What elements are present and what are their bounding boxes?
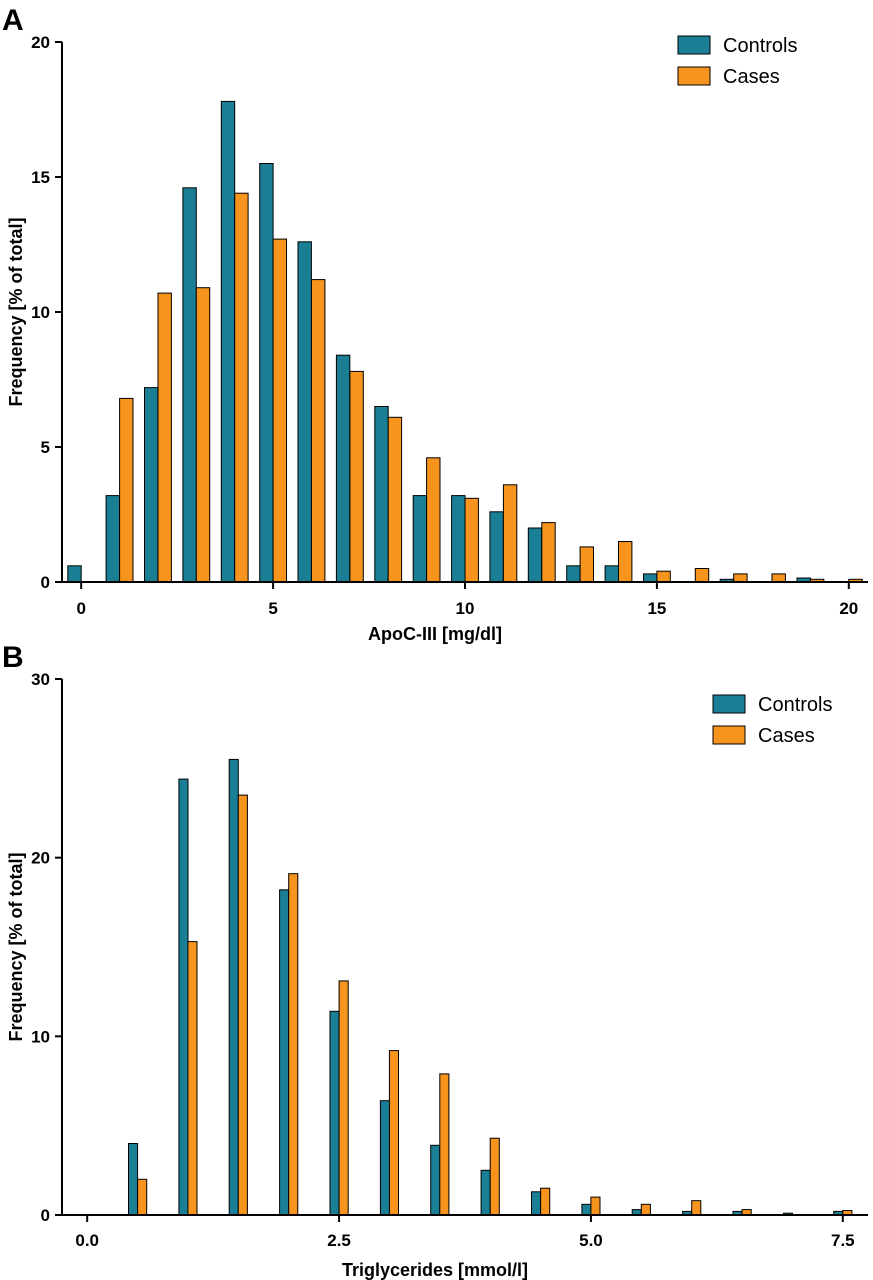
- bar-cases-2: [237, 794, 248, 1216]
- x-tick-label: 20: [839, 599, 858, 618]
- bar-controls-1: [105, 495, 120, 583]
- x-tick-label: 0.0: [75, 1231, 99, 1250]
- bar-cases-4: [338, 980, 349, 1216]
- y-tick-label: 5: [41, 438, 50, 457]
- bar-controls-7: [480, 1169, 491, 1216]
- bar-controls-15: [643, 573, 658, 583]
- bar-controls-10: [451, 495, 466, 583]
- x-tick-label: 7.5: [831, 1231, 855, 1250]
- chart-panel-b: 0 10 20 30 0.0 2.5 5.0 7.5 Triglycerides [mmol/l…: [6, 670, 868, 1280]
- y-tick-label: 30: [31, 670, 50, 689]
- bar-controls-8: [531, 1191, 542, 1216]
- bar-cases-4: [234, 192, 249, 583]
- bar-cases-10: [464, 497, 479, 583]
- panel-letter-a: A: [2, 4, 24, 37]
- bar-controls-4: [329, 1010, 340, 1216]
- bar-cases-6: [439, 1073, 450, 1216]
- legend-swatch-controls: [712, 694, 746, 714]
- legend-label-cases: Cases: [758, 725, 815, 747]
- bar-cases-1: [187, 941, 198, 1216]
- legend-swatch-controls: [677, 35, 711, 55]
- bar-controls-7: [335, 354, 351, 583]
- bar-cases-11: [691, 1200, 702, 1216]
- y-tick-label: 0: [41, 573, 50, 592]
- bar-cases-15: [656, 570, 671, 583]
- chart-panel-a: 0 5 10 15 20 0 5 10 15 20 ApoC-III [mg/dl] Frequenc…: [6, 33, 868, 644]
- bar-cases-5: [272, 238, 288, 583]
- y-tick-label: 20: [31, 849, 50, 868]
- bar-cases-1: [119, 397, 134, 583]
- x-tick-label: 2.5: [327, 1231, 351, 1250]
- bar-controls-6: [430, 1144, 441, 1216]
- panel-letter-b: B: [2, 641, 24, 674]
- bar-controls-9: [581, 1203, 592, 1216]
- bar-controls-9: [412, 495, 428, 583]
- bar-controls-11: [489, 511, 504, 583]
- bar-controls-2: [144, 387, 159, 583]
- bar-cases-16: [694, 568, 710, 583]
- x-tick-label: 10: [456, 599, 475, 618]
- bar-controls-5: [379, 1100, 390, 1216]
- bar-controls-4: [220, 100, 236, 583]
- bar-cases-17: [733, 573, 748, 583]
- bar-cases-8: [540, 1187, 551, 1216]
- bar-cases-14: [618, 541, 633, 583]
- bar-controls-6: [297, 241, 312, 583]
- y-axis-label: Frequency [% of total]: [6, 852, 26, 1041]
- y-tick-label: 10: [31, 303, 50, 322]
- bar-cases-12: [541, 522, 556, 583]
- legend-swatch-cases: [677, 66, 711, 86]
- y-tick-label: 0: [41, 1206, 50, 1225]
- legend-label-controls: Controls: [723, 35, 797, 57]
- legend-swatch-cases: [712, 725, 746, 745]
- x-axis-label: Triglycerides [mmol/l]: [342, 1260, 528, 1280]
- x-tick-label: 15: [647, 599, 666, 618]
- bar-controls-1: [178, 778, 189, 1216]
- bar-controls-14: [604, 565, 619, 583]
- legend-label-cases: Cases: [723, 66, 780, 88]
- x-tick-label: 0: [76, 599, 85, 618]
- legend-label-controls: Controls: [758, 694, 832, 716]
- bar-cases-0: [137, 1178, 148, 1216]
- bar-cases-9: [590, 1196, 601, 1216]
- bar-cases-8: [387, 416, 403, 583]
- bar-cases-13: [579, 546, 594, 583]
- bar-cases-3: [195, 287, 211, 583]
- bar-controls-8: [374, 406, 389, 583]
- bar-controls-2: [228, 758, 239, 1216]
- bar-controls-13: [566, 565, 581, 583]
- bar-cases-2: [157, 292, 172, 583]
- x-axis-label: ApoC-III [mg/dl]: [368, 624, 502, 644]
- x-tick-label: 5.0: [579, 1231, 603, 1250]
- bar-cases-6: [311, 279, 326, 583]
- bar-controls-3: [279, 889, 290, 1216]
- y-axis-label: Frequency [% of total]: [6, 217, 26, 406]
- bar-cases-7: [349, 370, 364, 583]
- y-tick-label: 15: [31, 168, 50, 187]
- bar-controls-0: [128, 1143, 139, 1216]
- bar-controls-5: [259, 163, 274, 583]
- bar-cases-10: [640, 1203, 651, 1216]
- bar-cases-3: [288, 873, 299, 1216]
- bar-controls-0: [67, 565, 82, 583]
- bar-cases-11: [502, 484, 518, 583]
- y-tick-label: 10: [31, 1027, 50, 1046]
- bar-cases-7: [489, 1137, 500, 1216]
- y-tick-label: 20: [31, 33, 50, 52]
- bar-controls-12: [527, 527, 543, 583]
- bar-cases-5: [388, 1050, 399, 1216]
- bar-cases-9: [426, 457, 441, 583]
- bar-controls-3: [182, 187, 197, 583]
- x-tick-label: 5: [268, 599, 277, 618]
- bar-cases-18: [771, 573, 786, 583]
